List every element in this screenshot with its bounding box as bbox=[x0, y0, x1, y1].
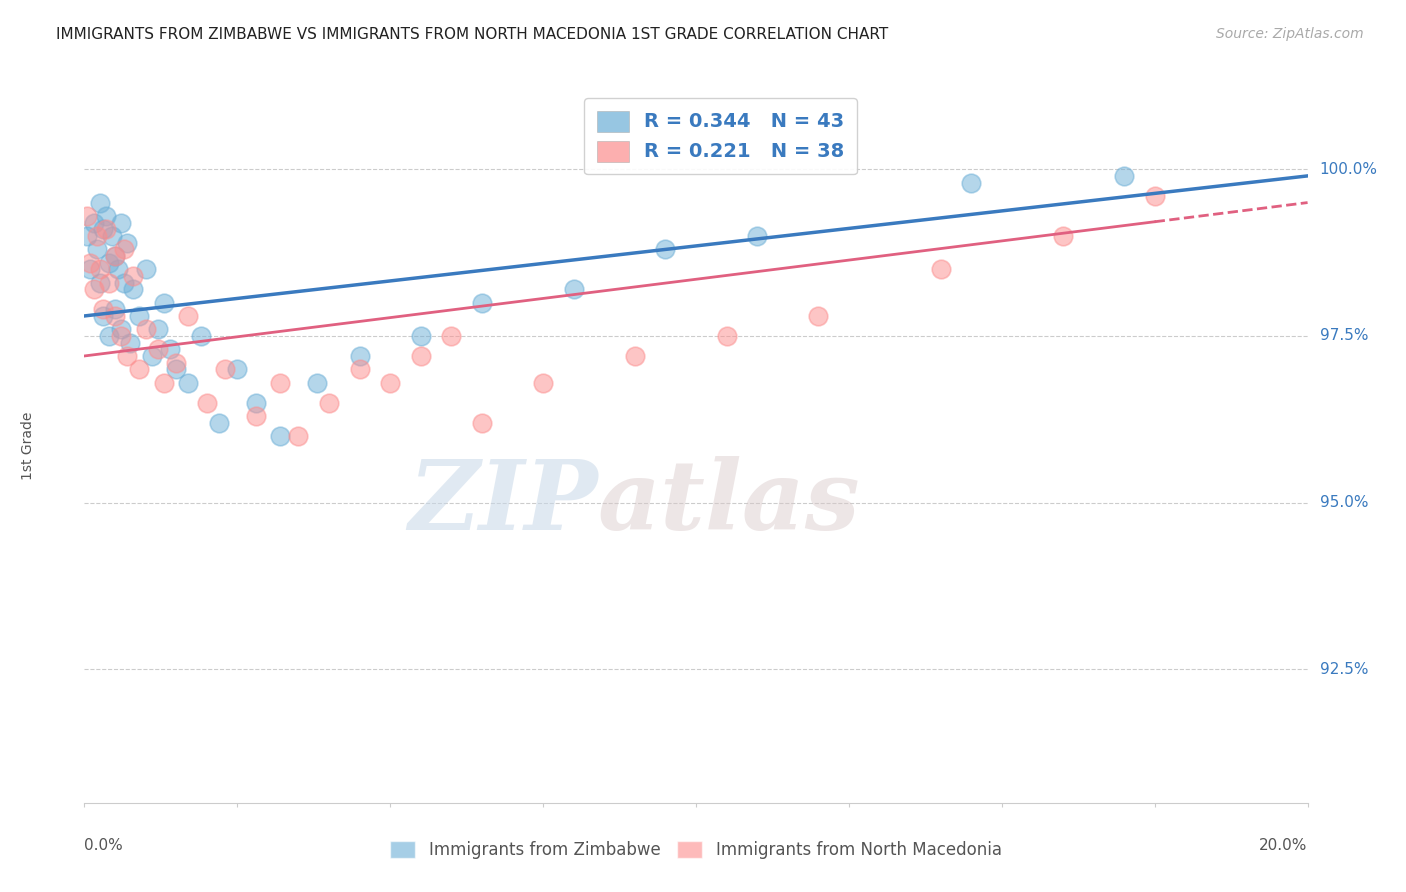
Point bbox=[104, 249, 127, 263]
Point bbox=[86, 228, 108, 243]
Point bbox=[159, 343, 181, 357]
Point bbox=[305, 376, 328, 390]
Point bbox=[531, 376, 554, 390]
Point bbox=[79, 255, 101, 269]
Point bbox=[91, 222, 114, 236]
Point bbox=[245, 395, 267, 409]
Point bbox=[287, 429, 309, 443]
Point bbox=[960, 176, 983, 190]
Point bbox=[807, 309, 830, 323]
Point bbox=[562, 282, 585, 296]
Point bbox=[165, 362, 187, 376]
Point bbox=[104, 302, 127, 317]
Text: IMMIGRANTS FROM ZIMBABWE VS IMMIGRANTS FROM NORTH MACEDONIA 1ST GRADE CORRELATIO: IMMIGRANTS FROM ZIMBABWE VS IMMIGRANTS F… bbox=[56, 27, 889, 42]
Point bbox=[120, 335, 142, 350]
Point bbox=[101, 228, 124, 243]
Point bbox=[110, 329, 132, 343]
Point bbox=[226, 362, 249, 376]
Point bbox=[269, 376, 291, 390]
Point bbox=[440, 329, 463, 343]
Point bbox=[245, 409, 267, 423]
Point bbox=[165, 356, 187, 370]
Point bbox=[208, 416, 231, 430]
Point bbox=[190, 329, 212, 343]
Point bbox=[122, 282, 145, 296]
Point bbox=[716, 329, 738, 343]
Text: Source: ZipAtlas.com: Source: ZipAtlas.com bbox=[1216, 27, 1364, 41]
Point bbox=[409, 329, 432, 343]
Point bbox=[91, 309, 114, 323]
Point bbox=[177, 309, 200, 323]
Point bbox=[128, 362, 150, 376]
Point bbox=[97, 329, 120, 343]
Text: 0.0%: 0.0% bbox=[84, 838, 124, 854]
Point bbox=[141, 349, 163, 363]
Point bbox=[380, 376, 402, 390]
Text: 100.0%: 100.0% bbox=[1320, 161, 1378, 177]
Point bbox=[83, 282, 105, 296]
Point bbox=[929, 262, 952, 277]
Text: 97.5%: 97.5% bbox=[1320, 328, 1368, 343]
Point bbox=[1143, 189, 1166, 203]
Legend: Immigrants from Zimbabwe, Immigrants from North Macedonia: Immigrants from Zimbabwe, Immigrants fro… bbox=[384, 834, 1008, 866]
Point bbox=[146, 322, 169, 336]
Point bbox=[94, 222, 117, 236]
Point bbox=[1052, 228, 1074, 243]
Point bbox=[745, 228, 768, 243]
Point bbox=[153, 295, 176, 310]
Point bbox=[79, 262, 101, 277]
Text: 20.0%: 20.0% bbox=[1260, 838, 1308, 854]
Point bbox=[115, 235, 138, 250]
Point bbox=[76, 228, 98, 243]
Text: atlas: atlas bbox=[598, 456, 860, 550]
Point bbox=[104, 309, 127, 323]
Point bbox=[177, 376, 200, 390]
Point bbox=[104, 249, 127, 263]
Point bbox=[1114, 169, 1136, 183]
Point bbox=[409, 349, 432, 363]
Point bbox=[128, 309, 150, 323]
Point bbox=[122, 268, 145, 283]
Point bbox=[269, 429, 291, 443]
Point bbox=[110, 322, 132, 336]
Text: ZIP: ZIP bbox=[409, 456, 598, 550]
Point bbox=[89, 195, 111, 210]
Point bbox=[624, 349, 647, 363]
Point bbox=[214, 362, 236, 376]
Point bbox=[97, 276, 120, 290]
Point bbox=[97, 255, 120, 269]
Point bbox=[89, 262, 111, 277]
Text: 92.5%: 92.5% bbox=[1320, 662, 1368, 677]
Point bbox=[349, 362, 371, 376]
Point bbox=[86, 242, 108, 256]
Point bbox=[94, 209, 117, 223]
Point bbox=[112, 276, 135, 290]
Point bbox=[112, 242, 135, 256]
Point bbox=[135, 262, 157, 277]
Point bbox=[349, 349, 371, 363]
Point bbox=[654, 242, 676, 256]
Point bbox=[115, 349, 138, 363]
Point bbox=[195, 395, 218, 409]
Point bbox=[89, 276, 111, 290]
Point bbox=[110, 216, 132, 230]
Point bbox=[471, 416, 494, 430]
Point bbox=[91, 302, 114, 317]
Point bbox=[107, 262, 129, 277]
Text: 1st Grade: 1st Grade bbox=[21, 412, 35, 480]
Point bbox=[471, 295, 494, 310]
Point bbox=[318, 395, 340, 409]
Point bbox=[146, 343, 169, 357]
Point bbox=[135, 322, 157, 336]
Text: 95.0%: 95.0% bbox=[1320, 495, 1368, 510]
Point bbox=[153, 376, 176, 390]
Point bbox=[76, 209, 98, 223]
Point bbox=[83, 216, 105, 230]
